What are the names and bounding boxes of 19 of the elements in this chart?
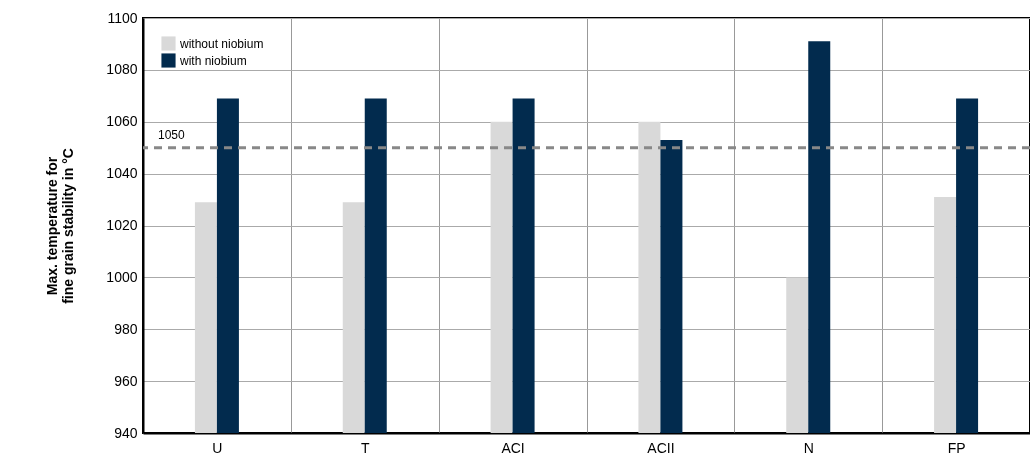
y-tick-label: 940 <box>114 424 138 441</box>
legend-label: without niobium <box>179 36 264 51</box>
ref-line-label: 1050 <box>158 127 186 142</box>
legend-label: with niobium <box>179 53 247 68</box>
y-tick-label: 1020 <box>106 217 138 233</box>
y-tick-label: 1060 <box>106 113 138 130</box>
x-tick-label: T <box>360 439 370 456</box>
y-tick-label: 1080 <box>106 61 138 78</box>
y-tick-label: 1100 <box>107 9 138 26</box>
y-tick-label: 960 <box>114 372 138 389</box>
x-tick-label: U <box>212 439 223 456</box>
x-tick-label: ACI <box>501 439 525 456</box>
y-tick-label: 1040 <box>106 165 138 182</box>
x-tick-label: ACII <box>647 439 675 456</box>
x-tick-label: FP <box>947 439 966 456</box>
x-tick-label: N <box>803 439 814 456</box>
y-tick-label: 1000 <box>106 268 138 285</box>
y-tick-label: 980 <box>114 320 138 337</box>
y-axis-title: Max. temperature for fine grain stability in °C <box>44 148 77 304</box>
